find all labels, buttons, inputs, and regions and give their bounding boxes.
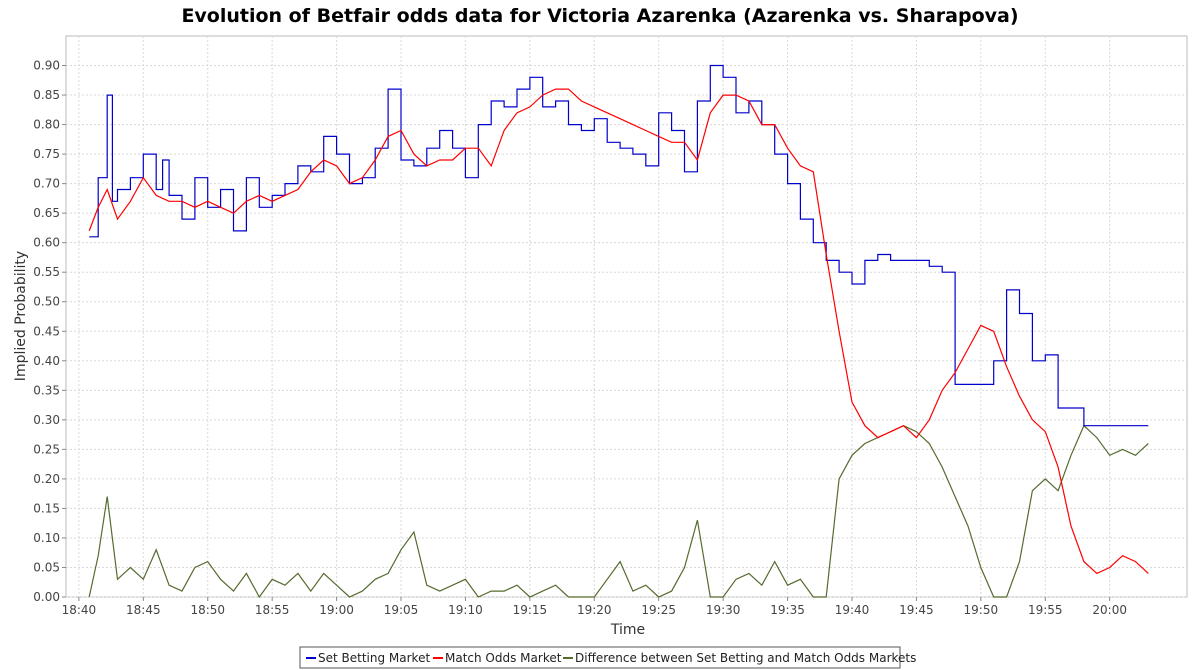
chart-title: Evolution of Betfair odds data for Victo… — [181, 5, 1018, 27]
y-tick-label: 0.30 — [33, 413, 60, 427]
y-tick-label: 0.20 — [33, 472, 60, 486]
x-tick-label: 19:15 — [513, 603, 548, 617]
x-axis-label: Time — [610, 622, 645, 638]
series-layer — [88, 64, 1149, 599]
plot-area — [65, 35, 1188, 598]
x-tick-label: 19:55 — [1028, 603, 1063, 617]
y-tick-label: 0.80 — [33, 118, 60, 132]
x-tick-label: 19:00 — [319, 603, 354, 617]
y-tick-label: 0.85 — [33, 88, 60, 102]
y-tick-label: 0.45 — [33, 324, 60, 338]
legend-entry: Match Odds Market — [445, 651, 562, 665]
y-tick-label: 0.70 — [33, 177, 60, 191]
legend-entry: Set Betting Market — [318, 651, 430, 665]
x-tick-label: 20:00 — [1092, 603, 1127, 617]
x-tick-label: 19:45 — [899, 603, 934, 617]
y-tick-label: 0.65 — [33, 206, 60, 220]
x-tick-label: 18:55 — [255, 603, 290, 617]
set-betting-line — [89, 64, 1149, 427]
y-tick-label: 0.60 — [33, 236, 60, 250]
x-tick-label: 19:25 — [641, 603, 676, 617]
difference-line — [88, 424, 1149, 599]
match-odds-line — [88, 88, 1149, 575]
legend: Set Betting Market Match Odds Market Diffe… — [299, 646, 916, 669]
y-tick-label: 0.15 — [33, 501, 60, 515]
y-tick-label: 0.35 — [33, 383, 60, 397]
legend-entry: Difference between Set Betting and Match… — [575, 651, 916, 665]
x-tick-label: 18:50 — [190, 603, 225, 617]
y-axis: 0.00 0.05 0.10 0.15 0.20 0.25 0.30 0.35 0.40 0.45… — [33, 59, 66, 604]
y-tick-label: 0.05 — [33, 560, 60, 574]
x-tick-label: 19:40 — [835, 603, 870, 617]
y-tick-label: 0.10 — [33, 531, 60, 545]
x-tick-label: 19:10 — [448, 603, 483, 617]
x-tick-label: 19:35 — [770, 603, 805, 617]
x-axis: 18:40 18:45 18:50 18:55 19:00 19:05 19:10 19:15… — [62, 597, 1127, 617]
y-tick-label: 0.00 — [33, 590, 60, 604]
y-tick-label: 0.40 — [33, 354, 60, 368]
y-tick-label: 0.55 — [33, 265, 60, 279]
x-tick-label: 19:20 — [577, 603, 612, 617]
x-tick-label: 19:05 — [384, 603, 419, 617]
y-tick-label: 0.50 — [33, 295, 60, 309]
x-tick-label: 18:40 — [62, 603, 97, 617]
y-tick-label: 0.75 — [33, 147, 60, 161]
y-tick-label: 0.25 — [33, 442, 60, 456]
y-axis-label: Implied Probability — [13, 251, 29, 381]
y-tick-label: 0.90 — [33, 59, 60, 73]
x-tick-label: 19:30 — [706, 603, 741, 617]
x-tick-label: 19:50 — [964, 603, 999, 617]
legend-box — [299, 646, 901, 669]
x-tick-label: 18:45 — [126, 603, 161, 617]
